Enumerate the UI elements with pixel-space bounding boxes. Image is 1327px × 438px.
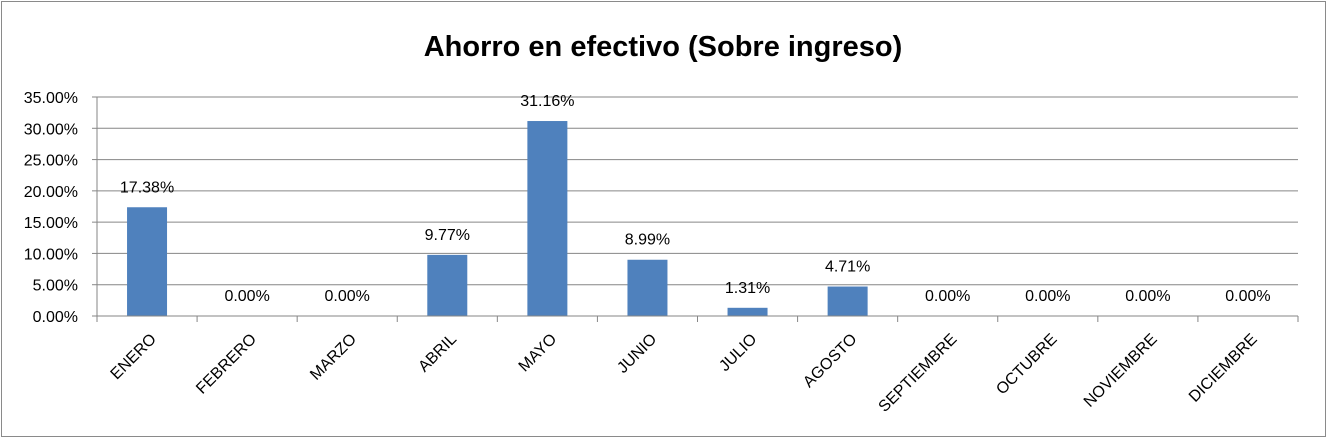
data-label: 8.99% [625,232,670,249]
x-axis-labels: ENERO FEBRERO MARZO ABRIL MAYO JUNIO JULIO AGOS… [108,331,1261,416]
bar-mayo [527,121,568,316]
x-tick-label: NOVIEMBRE [1081,331,1161,411]
bar-julio [727,307,768,316]
x-tick-label: MARZO [307,331,360,384]
data-labels: 17.38% 0.00% 0.00% 9.77% 31.16% 8.99% 1.31% 4.7… [120,93,1271,305]
x-tick-label: ENERO [108,331,160,383]
y-tick-label: 20.00% [24,184,78,201]
chart-title: Ahorro en efectivo (Sobre ingreso) [424,31,903,63]
bars [127,121,868,316]
x-tick-label: AGOSTO [800,331,860,391]
data-label: 0.00% [325,288,370,305]
data-label: 4.71% [825,259,870,276]
x-tick-label: OCTUBRE [993,331,1060,398]
x-tick-label: JUNIO [614,331,660,377]
x-tick-label: MAYO [516,331,561,376]
y-tick-label: 5.00% [33,278,78,295]
data-label: 17.38% [120,179,174,196]
y-tick-label: 10.00% [24,246,78,263]
data-label: 0.00% [1225,288,1270,305]
y-tick-label: 30.00% [24,121,78,138]
bar-junio [627,259,668,316]
x-tick-label: FEBRERO [193,331,260,398]
y-axis-ticks: 0.00% 5.00% 10.00% 15.00% 20.00% 25.00% 30.00%… [24,90,78,326]
data-label: 31.16% [520,93,574,110]
y-tick-label: 25.00% [24,153,78,170]
x-tick-label: ABRIL [415,331,460,376]
bar-enero [127,207,168,316]
data-label: 9.77% [425,227,470,244]
x-axis [96,315,1299,322]
data-label: 0.00% [1125,288,1170,305]
y-tick-label: 15.00% [24,215,78,232]
gridlines [92,96,1298,317]
y-tick-label: 0.00% [33,309,78,326]
y-tick-label: 35.00% [24,90,78,107]
data-label: 0.00% [224,288,269,305]
data-label: 0.00% [925,288,970,305]
bar-agosto [827,286,868,316]
x-tick-label: SEPTIEMBRE [876,331,961,416]
x-tick-label: DICIEMBRE [1186,331,1261,406]
x-tick-label: JULIO [716,331,760,375]
data-label: 1.31% [725,280,770,297]
data-label: 0.00% [1025,288,1070,305]
bar-abril [427,254,468,316]
